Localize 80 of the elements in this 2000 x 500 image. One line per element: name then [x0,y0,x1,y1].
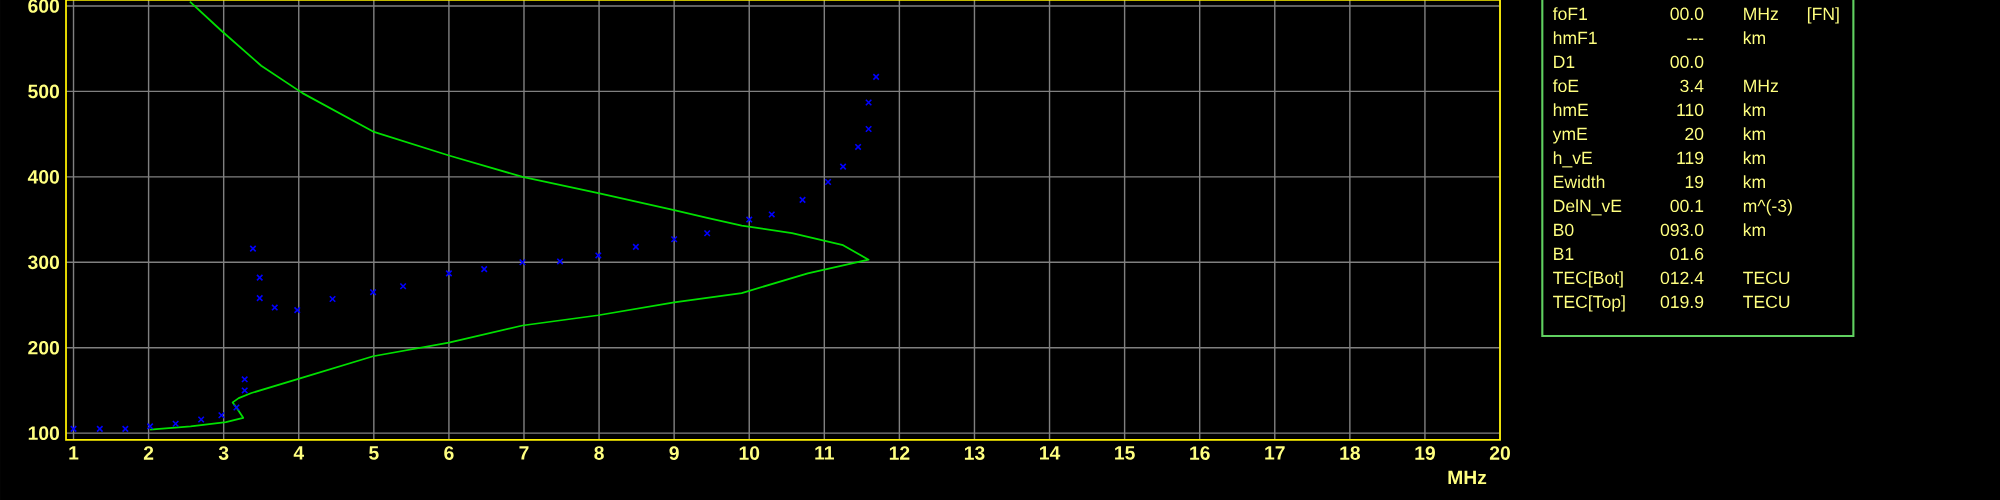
category-label: km [1743,31,1765,44]
category-label: km [1743,103,1765,116]
x-tick-label: 17 [1265,446,1285,460]
x-tick-label: 16 [1190,446,1210,460]
text: 00.0 [1670,55,1704,69]
y-tick-label: 100 [28,426,59,440]
x-tick-label: 11 [815,446,834,460]
point [256,274,264,282]
x-tick-label: 10 [739,446,760,460]
category-label: h_vE [1553,151,1592,168]
text: [FN] [1807,7,1839,24]
category-label: TEC[Top] [1553,295,1625,312]
category-label: B1 [1554,247,1574,260]
category-label: Ewidth [1554,175,1605,189]
point [480,265,488,273]
point [369,288,377,296]
x-tick-label: 14 [1040,446,1061,460]
point [865,98,873,107]
point [670,235,678,243]
point [232,404,240,412]
y-tick-label: 600 [28,0,59,13]
point [854,143,862,151]
point [824,178,832,186]
x-tick-label: 9 [669,446,679,460]
point [241,375,249,383]
text: 019.9 [1660,295,1704,309]
category-label: B0 [1554,223,1574,237]
text: 01.6 [1670,247,1704,261]
x-tick-label: 3 [218,446,229,460]
x-tick-label: 15 [1115,446,1135,460]
category-label: hmE [1553,103,1589,116]
y-tick-label: 500 [28,84,59,99]
x-tick-label: 8 [594,446,604,460]
text: 110 [1677,103,1704,117]
point [703,229,711,237]
text: 3.4 [1680,79,1704,93]
text: 012.4 [1660,271,1704,285]
category-label: km [1743,127,1765,140]
x-tick-label: 18 [1340,446,1360,460]
category-label: TECU [1743,271,1790,285]
category-label: MHz [1744,7,1778,20]
x-tick-label: 7 [519,446,529,460]
y-tick-label: 300 [27,255,59,270]
category-label: hmF1 [1553,31,1597,44]
category-label: DelN_vE [1554,199,1622,216]
category-label: foF1 [1552,7,1587,21]
point [96,425,104,433]
text: 00.1 [1670,199,1704,213]
point [872,73,880,81]
x-tick-label: 20 [1489,446,1510,460]
y-tick-label: 200 [28,340,59,355]
category-label: km [1743,175,1765,188]
category-label: TEC[Bot] [1553,271,1623,288]
point [632,243,640,251]
text: 093.0 [1660,223,1704,237]
category-label: km [1743,151,1765,164]
category-label: km [1743,223,1765,236]
text: --- [1687,38,1704,40]
text: 19 [1685,175,1704,189]
line-series [149,0,870,431]
y-tick-label: 400 [27,170,59,184]
category-label: MHz [1744,79,1778,92]
category-label: m^(-3) [1743,199,1792,216]
category-label: ymE [1552,127,1588,144]
category-label: TECU [1743,295,1790,309]
point [399,282,407,290]
x-tick-label: 19 [1415,446,1435,460]
x-tick-label: 12 [889,446,910,460]
text: 20 [1685,127,1704,141]
category-label: foE [1552,79,1579,93]
text: 119 [1677,151,1704,165]
x-tick-label: 6 [444,446,454,460]
x-axis-title: MHz [1448,470,1487,485]
x-tick-label: 1 [69,446,79,460]
x-tick-label: 2 [143,446,154,460]
text: 00.0 [1670,7,1704,21]
category-label: D1 [1554,55,1575,68]
x-tick-label: 4 [293,446,305,460]
x-tick-label: 13 [964,446,985,460]
x-tick-label: 5 [369,446,379,460]
